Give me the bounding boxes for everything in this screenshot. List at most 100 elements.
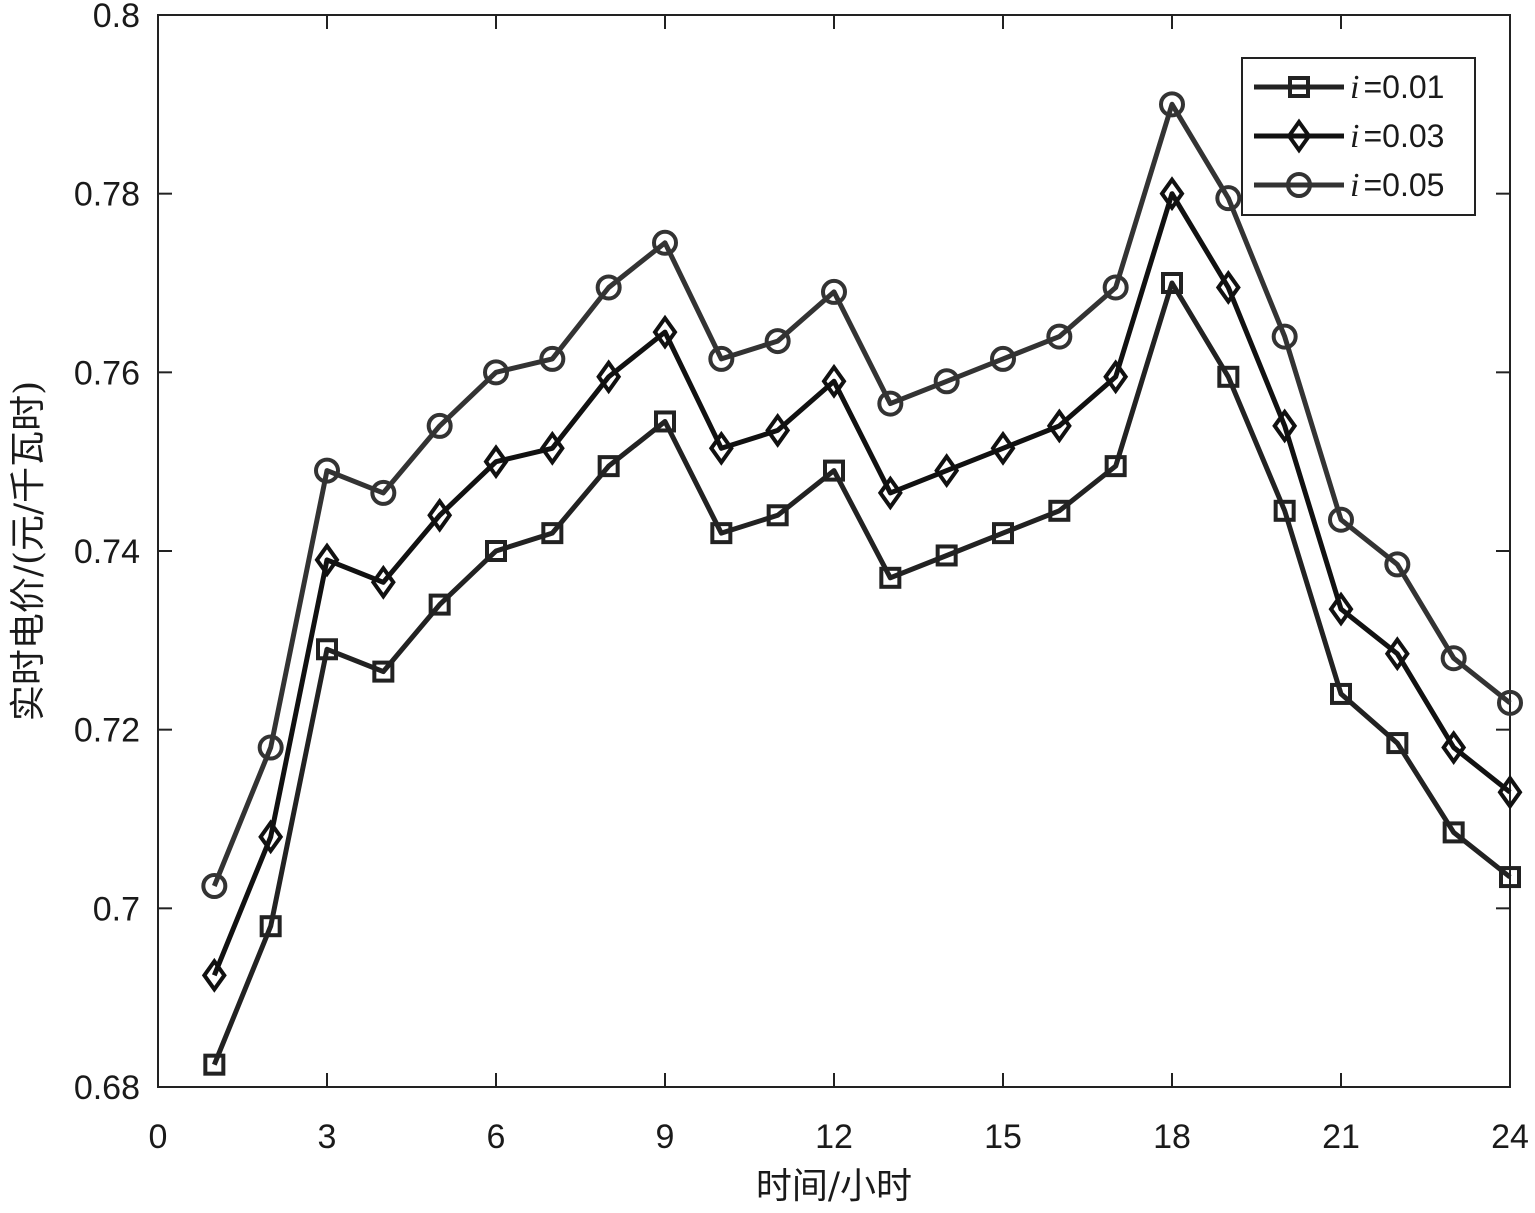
legend-label-variable: i xyxy=(1350,167,1359,204)
data-point-circle xyxy=(708,345,735,372)
data-point-diamond xyxy=(596,359,622,395)
legend-label: i =0.05 xyxy=(1350,167,1444,204)
legend-label-variable: i xyxy=(1350,118,1359,155)
legend-label: i =0.03 xyxy=(1350,118,1444,155)
data-point-square xyxy=(541,522,564,545)
data-point-circle xyxy=(933,368,960,395)
data-point-circle xyxy=(314,457,340,484)
series-line xyxy=(211,280,1512,1066)
data-point-diamond xyxy=(1384,636,1410,672)
data-point-square xyxy=(879,566,902,589)
data-point-square xyxy=(597,455,620,478)
data-point-square xyxy=(316,638,338,661)
data-point-diamond xyxy=(821,363,847,399)
data-point-square xyxy=(1386,732,1409,755)
data-point-circle xyxy=(764,328,791,355)
data-point-circle xyxy=(595,274,622,301)
data-point-diamond xyxy=(990,430,1016,466)
series-circle xyxy=(201,91,1523,899)
data-point-diamond xyxy=(652,314,678,350)
series-square xyxy=(203,272,1521,1076)
y-tick-label: 0.78 xyxy=(74,176,140,214)
y-tick-label: 0.72 xyxy=(74,712,140,750)
series-line xyxy=(211,191,1512,977)
x-tick-label: 15 xyxy=(984,1118,1022,1156)
data-point-circle xyxy=(539,345,566,372)
data-point-square xyxy=(1499,866,1521,889)
data-point-square xyxy=(710,522,733,545)
legend-label-value: =0.03 xyxy=(1363,118,1444,154)
data-point-diamond xyxy=(708,430,734,466)
legend-entry: i =0.05 xyxy=(1254,167,1444,204)
x-tick-label: 6 xyxy=(487,1118,506,1156)
y-tick-label: 0.7 xyxy=(93,890,140,928)
legend-entry: i =0.01 xyxy=(1254,69,1444,106)
data-point-square xyxy=(1273,499,1296,522)
data-point-circle xyxy=(483,359,509,386)
legend-label: i =0.01 xyxy=(1350,69,1444,106)
data-point-square xyxy=(766,504,789,527)
legend-marker-diamond xyxy=(1286,118,1312,154)
data-point-square xyxy=(823,459,845,482)
x-tick-label: 12 xyxy=(815,1118,853,1156)
data-point-square xyxy=(1330,682,1352,705)
data-point-circle xyxy=(1328,506,1354,533)
data-point-circle xyxy=(652,229,678,256)
data-point-diamond xyxy=(201,957,227,993)
data-point-circle xyxy=(1159,91,1185,118)
data-point-square xyxy=(1442,821,1465,844)
data-point-square xyxy=(372,660,395,683)
data-point-circle xyxy=(1440,645,1467,672)
tick-group: 0 3 6 9 12 15 18 21 24 0.68 0.7 0.72 0.74 0.76 0.78 0.8 xyxy=(74,0,1529,1156)
x-tick-label: 18 xyxy=(1153,1118,1191,1156)
data-point-diamond xyxy=(539,430,565,466)
data-point-diamond xyxy=(1497,774,1523,810)
data-point-circle xyxy=(1046,323,1073,350)
data-point-square xyxy=(1161,272,1183,294)
series-line xyxy=(211,101,1512,887)
data-point-circle xyxy=(1215,185,1242,212)
data-point-square xyxy=(992,522,1014,545)
data-point-circle xyxy=(821,278,847,305)
legend-label-variable: i xyxy=(1350,69,1359,106)
data-point-circle xyxy=(257,734,284,761)
data-point-diamond xyxy=(1046,408,1072,444)
data-point-diamond xyxy=(765,412,791,448)
data-point-diamond xyxy=(1215,270,1241,305)
data-point-square xyxy=(259,915,282,938)
data-point-circle xyxy=(1384,551,1411,578)
data-point-diamond xyxy=(370,564,396,600)
legend-label-value: =0.05 xyxy=(1363,167,1444,203)
data-point-circle xyxy=(990,345,1016,372)
x-tick-label: 21 xyxy=(1322,1118,1360,1156)
legend-entry: i =0.03 xyxy=(1254,118,1444,155)
data-point-square xyxy=(935,544,958,567)
series-diamond xyxy=(201,176,1523,993)
data-point-circle xyxy=(426,412,453,439)
y-tick-label: 0.8 xyxy=(93,0,140,35)
x-axis-label: 时间/小时 xyxy=(756,1166,912,1207)
x-tick-label: 24 xyxy=(1491,1118,1529,1156)
legend-marker-circle xyxy=(1286,172,1312,198)
data-point-diamond xyxy=(314,542,340,578)
x-tick-label: 0 xyxy=(149,1118,168,1156)
data-point-diamond xyxy=(877,475,903,511)
data-point-diamond xyxy=(1272,408,1298,444)
data-point-circle xyxy=(201,873,228,899)
data-point-circle xyxy=(877,390,904,417)
y-tick-label: 0.74 xyxy=(74,533,140,571)
y-tick-label: 0.76 xyxy=(74,354,140,392)
data-point-square xyxy=(428,593,451,616)
y-tick-label: 0.68 xyxy=(74,1069,140,1107)
data-point-diamond xyxy=(1103,359,1129,395)
data-point-diamond xyxy=(483,444,509,480)
data-point-circle xyxy=(1102,274,1129,301)
legend-label-value: =0.01 xyxy=(1363,69,1444,105)
x-tick-label: 3 xyxy=(318,1118,337,1156)
legend-marker-square xyxy=(1288,76,1310,98)
data-point-diamond xyxy=(1441,730,1467,765)
data-point-diamond xyxy=(427,497,453,533)
legend: i =0.01i =0.03i =0.05 xyxy=(1241,57,1476,216)
data-point-square xyxy=(1217,365,1240,388)
data-point-circle xyxy=(1497,689,1523,716)
